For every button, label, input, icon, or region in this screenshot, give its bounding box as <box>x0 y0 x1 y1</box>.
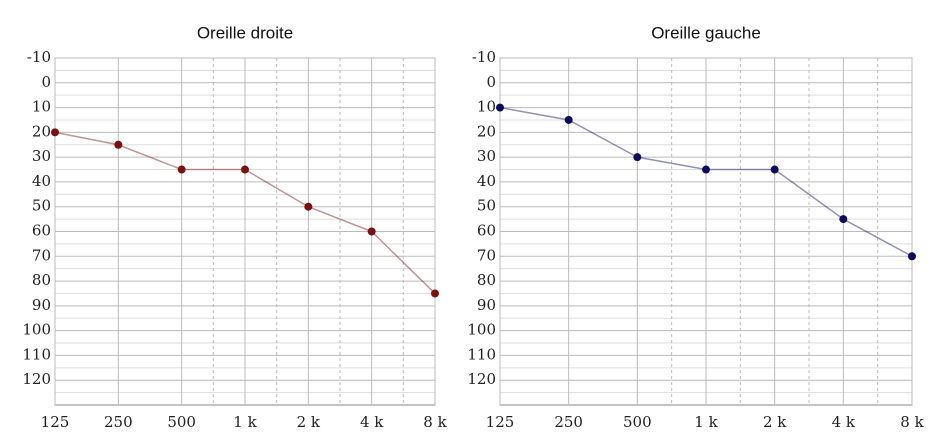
data-point <box>839 215 848 224</box>
x-tick-label: 4 k <box>832 413 856 431</box>
chart-title: Oreille gauche <box>651 23 761 42</box>
y-tick-label: 120 <box>467 370 496 388</box>
y-tick-label: 60 <box>477 222 496 240</box>
x-tick-label: 2 k <box>297 413 321 431</box>
data-point <box>633 153 642 162</box>
y-tick-label: 70 <box>477 246 496 264</box>
y-tick-label: 100 <box>467 321 496 339</box>
data-point <box>770 165 779 174</box>
x-tick-label: 1 k <box>694 413 718 431</box>
y-tick-label: 50 <box>477 197 496 215</box>
x-tick-label: 1 k <box>233 413 257 431</box>
x-tick-label: 250 <box>104 413 133 431</box>
x-tick-label: 4 k <box>360 413 384 431</box>
x-tick-label: 2 k <box>763 413 787 431</box>
y-tick-label: 90 <box>477 296 496 314</box>
y-tick-label: -10 <box>472 48 496 66</box>
data-point <box>304 202 313 211</box>
data-point <box>177 165 186 174</box>
y-tick-label: 0 <box>41 73 51 91</box>
data-point <box>114 140 123 149</box>
y-tick-label: 60 <box>32 222 51 240</box>
x-tick-label: 500 <box>623 413 652 431</box>
y-tick-label: 120 <box>22 370 51 388</box>
y-tick-label: 30 <box>32 147 51 165</box>
chart-title: Oreille droite <box>197 23 293 42</box>
y-tick-label: 0 <box>486 73 496 91</box>
y-tick-label: 10 <box>477 98 496 116</box>
data-point <box>367 227 376 236</box>
y-tick-label: 40 <box>32 172 51 190</box>
y-tick-label: 10 <box>32 98 51 116</box>
y-tick-label: 30 <box>477 147 496 165</box>
y-tick-label: 110 <box>22 345 51 363</box>
x-tick-label: 125 <box>41 413 70 431</box>
data-point <box>496 103 504 112</box>
y-tick-label: 80 <box>477 271 496 289</box>
y-tick-label: 20 <box>477 122 496 140</box>
y-tick-label: 110 <box>467 345 496 363</box>
y-tick-label: 80 <box>32 271 51 289</box>
data-point <box>564 115 573 124</box>
x-tick-label: 8 k <box>423 413 447 431</box>
x-tick-label: 250 <box>554 413 583 431</box>
x-tick-label: 8 k <box>900 413 924 431</box>
y-tick-label: 40 <box>477 172 496 190</box>
data-point <box>241 165 249 174</box>
y-tick-label: 100 <box>22 321 51 339</box>
data-point <box>702 165 710 174</box>
y-tick-label: 50 <box>32 197 51 215</box>
data-point <box>431 289 439 298</box>
data-point <box>51 128 59 137</box>
y-tick-label: 90 <box>32 296 51 314</box>
x-tick-label: 500 <box>167 413 196 431</box>
data-point <box>908 252 916 261</box>
y-tick-label: 20 <box>32 122 51 140</box>
y-tick-label: 70 <box>32 246 51 264</box>
y-tick-label: -10 <box>27 48 51 66</box>
x-tick-label: 125 <box>486 413 515 431</box>
